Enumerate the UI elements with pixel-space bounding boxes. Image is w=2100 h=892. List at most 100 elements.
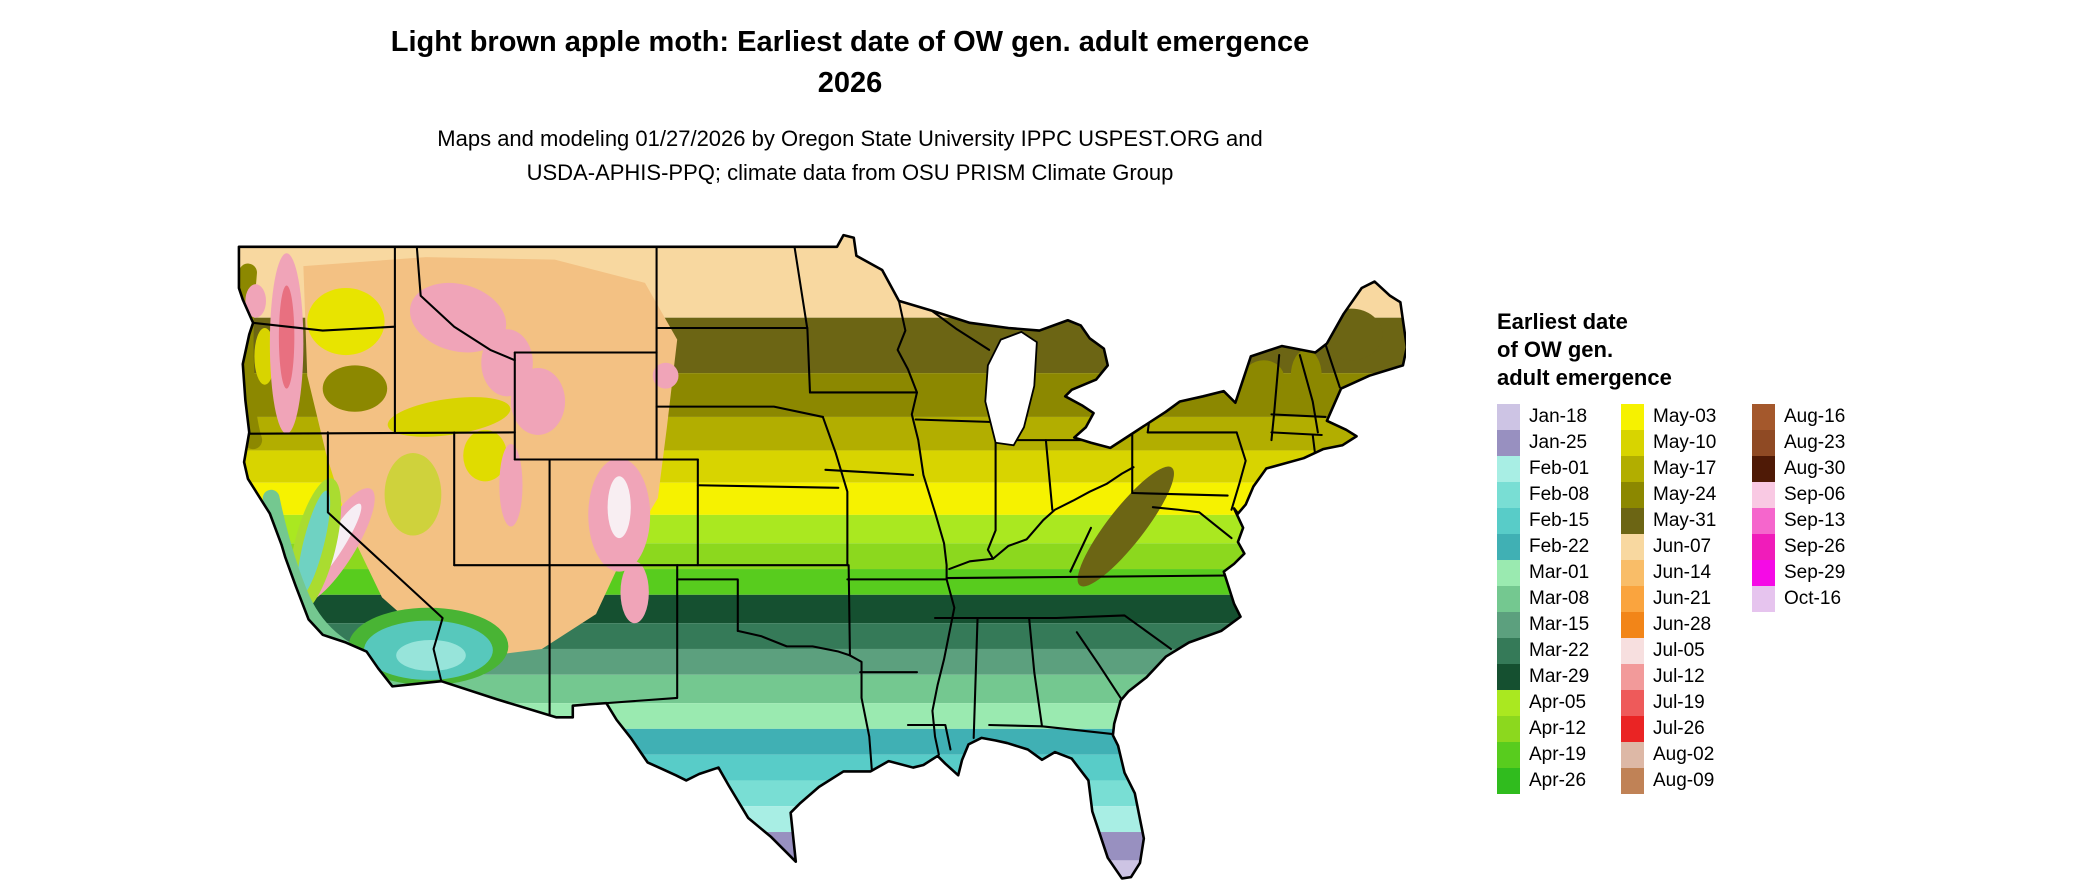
legend-swatch: [1497, 560, 1520, 586]
map-subtitle-line1: Maps and modeling 01/27/2026 by Oregon S…: [437, 126, 1263, 151]
legend-swatch: [1752, 430, 1775, 456]
legend-swatch: [1621, 586, 1644, 612]
legend-label: Sep-06: [1784, 484, 1846, 505]
regional-features: [238, 253, 1383, 690]
legend-entry: Apr-26: [1497, 768, 1589, 794]
map-subtitle-line2: USDA-APHIS-PPQ; climate data from OSU PR…: [526, 160, 1174, 185]
legend-entry: Oct-16: [1752, 586, 1845, 612]
legend-entry: Aug-23: [1752, 430, 1845, 456]
legend-title-line2: of OW gen.: [1497, 337, 1614, 362]
legend-entry: Jun-21: [1621, 586, 1716, 612]
legend-swatch: [1497, 482, 1520, 508]
legend-label: Aug-23: [1784, 432, 1846, 453]
legend-label: May-17: [1653, 458, 1717, 479]
legend-label: May-10: [1653, 432, 1717, 453]
legend-swatch: [1621, 560, 1644, 586]
legend-label: Apr-19: [1529, 744, 1587, 765]
legend-entry: Jul-19: [1621, 690, 1716, 716]
legend-swatch: [1497, 664, 1520, 690]
legend-label: Jan-18: [1529, 406, 1588, 427]
legend-label: Mar-01: [1529, 562, 1590, 583]
legend-entry: Sep-13: [1752, 508, 1845, 534]
legend-entry: Aug-16: [1752, 404, 1845, 430]
legend-swatch: [1621, 638, 1644, 664]
legend-swatch: [1497, 716, 1520, 742]
legend-label: Sep-29: [1784, 562, 1846, 583]
map-subtitle: Maps and modeling 01/27/2026 by Oregon S…: [100, 122, 1600, 190]
legend-swatch: [1497, 586, 1520, 612]
legend-swatch: [1752, 534, 1775, 560]
legend-swatch: [1752, 508, 1775, 534]
legend-entry: May-10: [1621, 430, 1716, 456]
legend-entry: Mar-08: [1497, 586, 1589, 612]
legend-label: Aug-16: [1784, 406, 1846, 427]
legend-entry: Aug-30: [1752, 456, 1845, 482]
legend-entry: Jun-14: [1621, 560, 1716, 586]
legend-entry: Mar-15: [1497, 612, 1589, 638]
legend-entry: Sep-26: [1752, 534, 1845, 560]
legend-label: Jul-26: [1653, 718, 1705, 739]
map-title: Light brown apple moth: Earliest date of…: [100, 22, 1600, 104]
legend-entry: Feb-01: [1497, 456, 1589, 482]
legend-title: Earliest date of OW gen. adult emergence: [1497, 308, 1672, 392]
legend-column-3: Aug-16 Aug-23 Aug-30 Sep-06 Sep-13 Sep-26 Sep-…: [1752, 404, 1845, 612]
legend-entry: Jun-07: [1621, 534, 1716, 560]
legend-swatch: [1621, 612, 1644, 638]
legend-label: Oct-16: [1784, 588, 1842, 609]
legend-label: Apr-05: [1529, 692, 1587, 713]
us-outline: [237, 233, 1406, 880]
legend-swatch: [1621, 430, 1644, 456]
legend-label: Jun-07: [1653, 536, 1712, 557]
legend-label: Jun-14: [1653, 562, 1712, 583]
legend-swatch: [1621, 482, 1644, 508]
legend-entry: Apr-19: [1497, 742, 1589, 768]
legend-label: Mar-22: [1529, 640, 1590, 661]
legend-entry: Aug-02: [1621, 742, 1716, 768]
legend-swatch: [1497, 638, 1520, 664]
legend-entry: Jan-25: [1497, 430, 1589, 456]
legend-swatch: [1497, 612, 1520, 638]
legend-swatch: [1621, 690, 1644, 716]
legend-swatch: [1497, 768, 1520, 794]
legend-label: Feb-08: [1529, 484, 1590, 505]
legend-swatch: [1621, 456, 1644, 482]
legend-entry: Jul-12: [1621, 664, 1716, 690]
legend-entry: May-24: [1621, 482, 1716, 508]
legend-swatch: [1752, 586, 1775, 612]
legend-label: Jun-21: [1653, 588, 1712, 609]
legend-swatch: [1497, 430, 1520, 456]
legend-label: May-24: [1653, 484, 1717, 505]
legend-entry: Sep-29: [1752, 560, 1845, 586]
legend-entry: Apr-12: [1497, 716, 1589, 742]
state-borders: [248, 245, 1341, 772]
legend-swatch: [1497, 456, 1520, 482]
legend-entry: Jun-28: [1621, 612, 1716, 638]
legend-label: May-03: [1653, 406, 1717, 427]
legend-swatch: [1752, 560, 1775, 586]
legend-label: Aug-30: [1784, 458, 1846, 479]
legend-label: May-31: [1653, 510, 1717, 531]
legend-entry: Jul-26: [1621, 716, 1716, 742]
legend-entry: Apr-05: [1497, 690, 1589, 716]
us-map-svg: [237, 233, 1406, 880]
legend-entry: Aug-09: [1621, 768, 1716, 794]
legend-entry: Jul-05: [1621, 638, 1716, 664]
legend-entry: Feb-08: [1497, 482, 1589, 508]
legend-swatch: [1497, 690, 1520, 716]
legend-label: Jun-28: [1653, 614, 1712, 635]
legend-swatch: [1497, 534, 1520, 560]
legend-column-2: May-03 May-10 May-17 May-24 May-31 Jun-07 Jun-…: [1621, 404, 1716, 794]
legend-swatch: [1621, 742, 1644, 768]
legend-entry: Sep-06: [1752, 482, 1845, 508]
legend-entry: May-03: [1621, 404, 1716, 430]
legend-swatch: [1621, 534, 1644, 560]
legend-swatch: [1497, 404, 1520, 430]
map-title-year: 2026: [817, 67, 883, 99]
legend-swatch: [1752, 482, 1775, 508]
legend-entry: Mar-01: [1497, 560, 1589, 586]
legend-swatch: [1497, 508, 1520, 534]
legend-swatch: [1497, 742, 1520, 768]
legend-label: Aug-09: [1653, 770, 1715, 791]
legend-entry: Mar-22: [1497, 638, 1589, 664]
legend-entry: Mar-29: [1497, 664, 1589, 690]
